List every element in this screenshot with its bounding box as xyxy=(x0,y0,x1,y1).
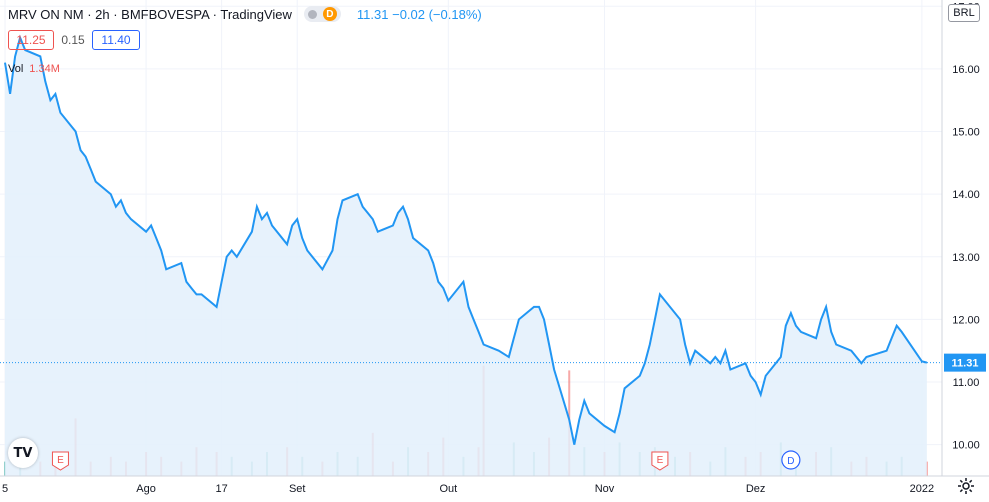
x-tick-label: 2022 xyxy=(910,483,934,495)
y-tick-label: 12.00 xyxy=(952,314,980,326)
symbol-title[interactable]: MRV ON NM · 2h · BMFBOVESPA · TradingVie… xyxy=(8,6,292,22)
tradingview-logo-icon[interactable]: TV xyxy=(8,438,38,468)
y-tick-label: 10.00 xyxy=(952,440,980,452)
current-price-tag xyxy=(944,353,986,372)
bid-price[interactable]: 11.25 xyxy=(8,30,54,50)
last-quote: 11.31 −0.02 (−0.18%) xyxy=(356,6,482,22)
x-tick-label: Out xyxy=(439,483,457,495)
y-tick-label: 13.00 xyxy=(952,252,980,264)
x-tick-label: Dez xyxy=(746,483,766,495)
spread-value: 0.15 xyxy=(61,33,85,47)
dividend-badge[interactable]: D xyxy=(322,7,337,21)
earnings-marker[interactable] xyxy=(51,451,69,471)
gear-icon[interactable] xyxy=(956,476,976,496)
status-badges[interactable]: D xyxy=(303,6,341,22)
y-tick-label: 16.00 xyxy=(952,64,980,76)
gray-dot-icon xyxy=(307,9,317,19)
x-tick-label: 17 xyxy=(216,483,228,495)
earnings-marker-label: E xyxy=(657,455,664,466)
earnings-marker[interactable] xyxy=(651,451,669,471)
y-tick-label: 14.00 xyxy=(952,189,980,201)
symbol-header: MRV ON NM · 2h · BMFBOVESPA · TradingVie… xyxy=(8,5,482,23)
current-price-text: 11.31 xyxy=(952,358,979,370)
price-line xyxy=(4,34,928,445)
earnings-marker-label: E xyxy=(57,455,64,466)
y-tick-label: 11.00 xyxy=(953,377,980,389)
volume-label: Vol xyxy=(8,63,24,75)
x-tick-label: 5 xyxy=(2,483,8,495)
dividend-marker-label: D xyxy=(787,456,794,467)
volume-value: 1.34M xyxy=(29,63,60,75)
x-tick-label: Ago xyxy=(136,483,156,495)
x-tick-label: Nov xyxy=(595,483,615,495)
volume-legend[interactable]: Vol 1.34M xyxy=(8,63,60,75)
ask-price[interactable]: 11.40 xyxy=(92,30,140,50)
price-area-fill xyxy=(5,37,927,476)
dividend-marker[interactable] xyxy=(781,450,801,470)
x-tick-label: Set xyxy=(289,483,306,495)
currency-button[interactable]: BRL xyxy=(948,4,980,22)
y-tick-label: 15.00 xyxy=(952,127,980,139)
